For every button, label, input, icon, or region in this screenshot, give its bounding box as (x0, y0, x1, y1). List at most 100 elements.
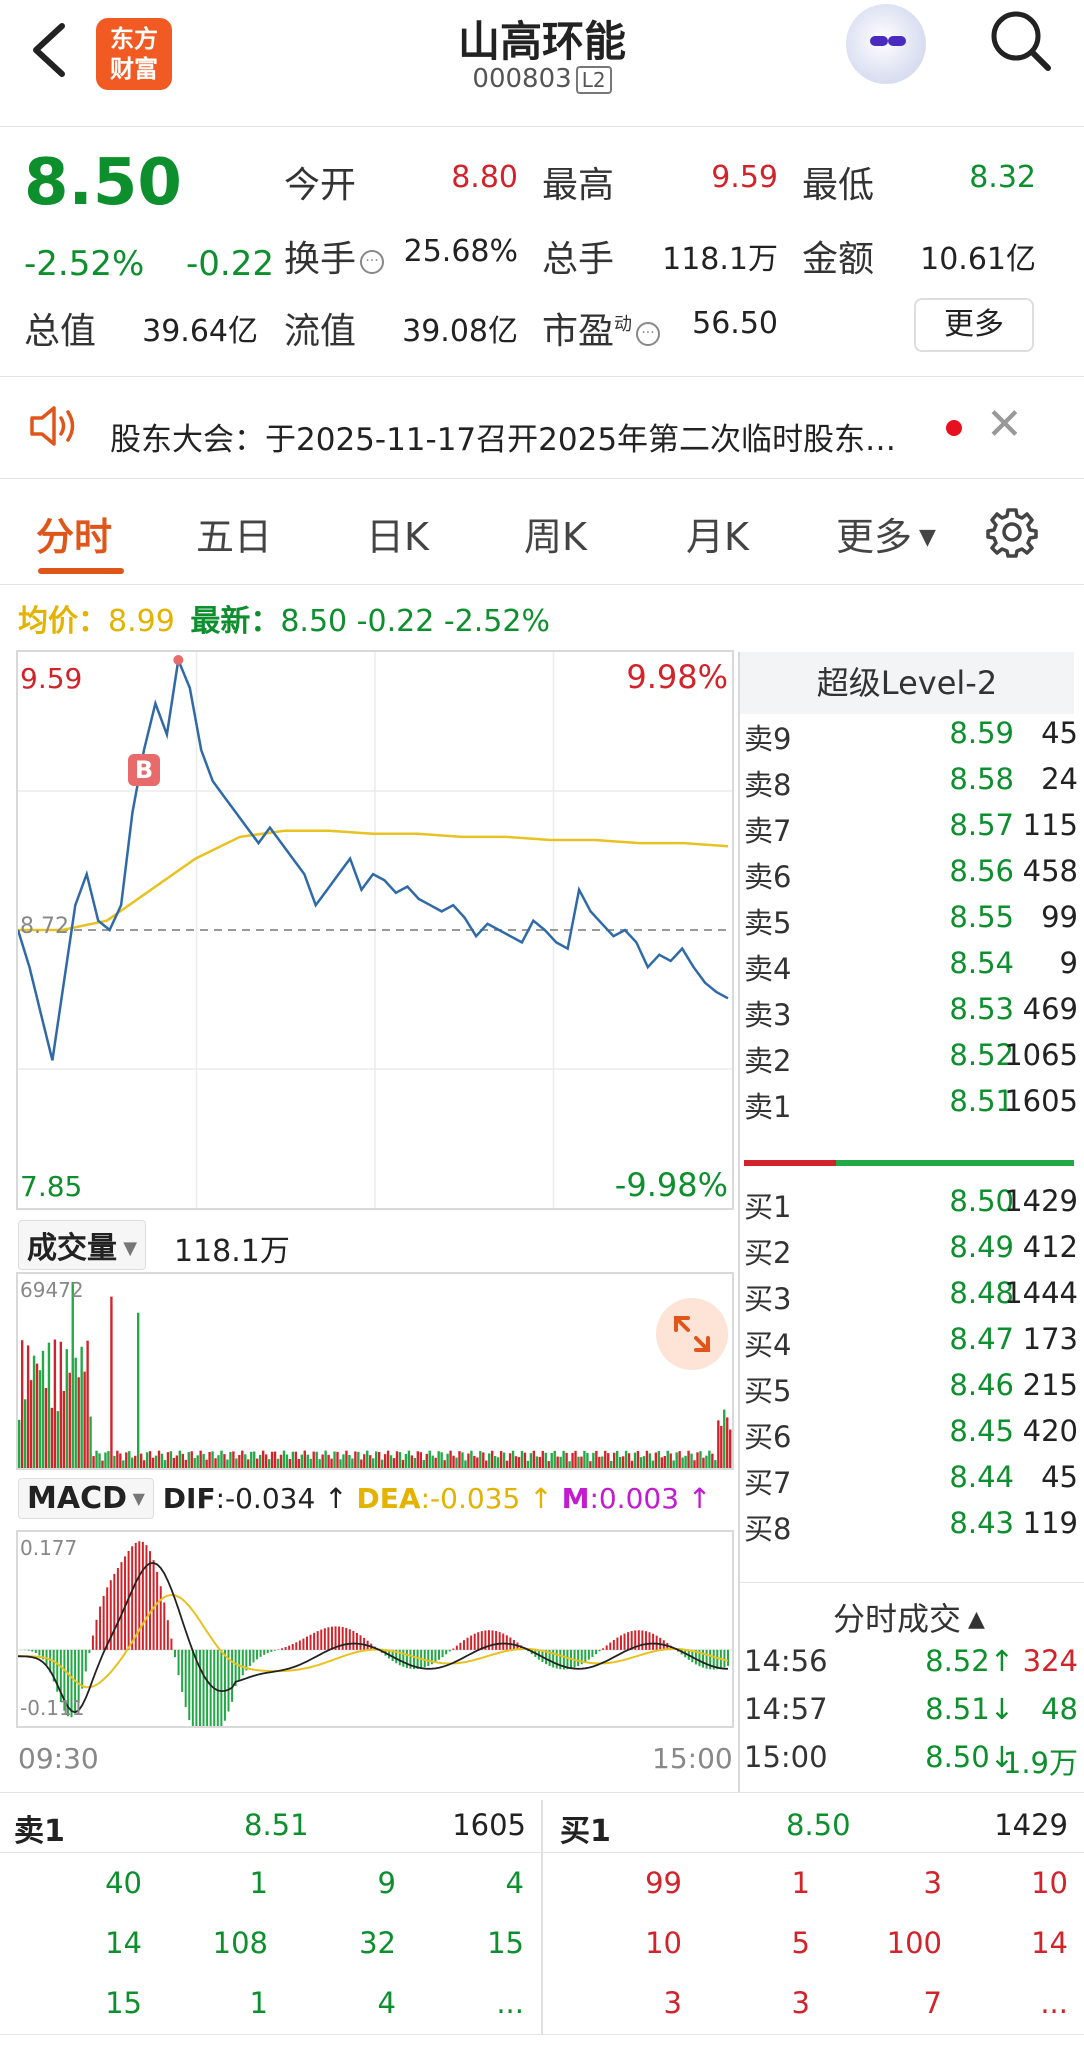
buy-marker[interactable]: B (128, 754, 160, 786)
ask-row[interactable]: 卖2 8.52 1065 (744, 1038, 1078, 1086)
volume-bar (324, 1450, 327, 1468)
macd-selector[interactable]: MACD ▼ (18, 1478, 154, 1519)
volume-bar (199, 1450, 202, 1468)
tab-five-day[interactable]: 五日 (196, 515, 273, 559)
queue-ask-order: 1 (249, 1866, 268, 1900)
volume-bar (276, 1458, 280, 1468)
robot-avatar-icon[interactable] (846, 4, 926, 84)
dif-value: :-0.034 (215, 1482, 316, 1515)
bid-row[interactable]: 买2 8.49 412 (744, 1230, 1078, 1278)
turnover-label[interactable]: 换手 ··· (284, 230, 385, 282)
chart-low-label: 7.85 (20, 1170, 83, 1203)
volume-bar (494, 1456, 497, 1468)
volume-bar (279, 1454, 283, 1468)
bid-volume: 173 (1022, 1322, 1078, 1356)
bid-price: 8.46 (949, 1368, 1014, 1402)
bid-row[interactable]: 买6 8.45 420 (744, 1414, 1078, 1462)
ask-row[interactable]: 卖7 8.57 115 (744, 808, 1078, 856)
time-start: 09:30 (18, 1742, 99, 1775)
tab-monthly-k[interactable]: 月K (686, 515, 749, 559)
volume-bar (145, 1452, 149, 1468)
volume-bar (208, 1452, 211, 1468)
bid-row[interactable]: 买1 8.50 1429 (744, 1184, 1078, 1232)
ask-row[interactable]: 卖8 8.58 24 (744, 762, 1078, 810)
bid-price: 8.45 (949, 1414, 1014, 1448)
bid-row[interactable]: 买3 8.48 1444 (744, 1276, 1078, 1324)
volume-bar (74, 1357, 77, 1468)
pe-label[interactable]: 市盈动 ··· (542, 302, 661, 354)
ask-row[interactable]: 卖1 8.51 1605 (744, 1084, 1078, 1132)
volume-chart[interactable]: 69472 (16, 1272, 734, 1470)
change-value: -0.22 (186, 244, 274, 284)
bid-price: 8.49 (949, 1230, 1014, 1264)
trades-title[interactable]: 分时成交 ▲ (744, 1594, 1074, 1640)
volume-bar (461, 1452, 464, 1468)
chart-up-limit: 9.98% (626, 658, 728, 696)
ask-row[interactable]: 卖5 8.55 99 (744, 900, 1078, 948)
volume-bar (107, 1451, 110, 1468)
back-button[interactable] (28, 20, 88, 80)
volume-bar (193, 1458, 196, 1468)
volume-bar (235, 1458, 238, 1468)
expand-button[interactable] (656, 1298, 728, 1370)
trade-row[interactable]: 15:00 8.50↓ 1.9万 (744, 1740, 1078, 1788)
notice-text[interactable]: 股东大会：于2025-11-17召开2025年第二次临时股东… (110, 422, 897, 458)
volume-bar (699, 1451, 702, 1468)
volume-bar (300, 1454, 303, 1468)
ask-volume: 99 (1041, 900, 1078, 934)
bid-row[interactable]: 买8 8.43 119 (744, 1506, 1078, 1554)
bid-level: 买4 (744, 1328, 792, 1362)
ask-row[interactable]: 卖4 8.54 9 (744, 946, 1078, 994)
volume-bar (520, 1450, 524, 1468)
volume-bar (425, 1453, 428, 1468)
ask-row[interactable]: 卖6 8.56 458 (744, 854, 1078, 902)
notice-close-button[interactable]: ✕ (986, 400, 1023, 450)
ask-row[interactable]: 卖9 8.59 45 (744, 716, 1078, 764)
macd-selector-label: MACD (27, 1481, 127, 1516)
volume-bar (404, 1453, 408, 1468)
queue-ask-order: 14 (105, 1926, 142, 1960)
volume-bar (321, 1454, 324, 1468)
search-button[interactable] (986, 6, 1056, 76)
queue-bid-label: 买1 (560, 1814, 611, 1849)
tab-intraday[interactable]: 分时 (36, 515, 113, 559)
tab-daily-k[interactable]: 日K (366, 515, 429, 559)
volume-bar (565, 1452, 568, 1468)
volume-bar (196, 1455, 199, 1468)
tab-weekly-k[interactable]: 周K (524, 515, 587, 559)
intraday-chart[interactable]: 9.59 7.85 9.98% -9.98% 8.72 B (16, 650, 734, 1210)
volume-bar (291, 1451, 295, 1468)
ask-level: 卖2 (744, 1044, 792, 1078)
bid-ask-ratio-green (836, 1160, 1074, 1166)
ask-row[interactable]: 卖3 8.53 469 (744, 992, 1078, 1040)
volume-bar (229, 1451, 232, 1468)
volume-bar (657, 1451, 660, 1468)
order-book-title[interactable]: 超级Level-2 (740, 652, 1074, 714)
volume-bar (241, 1450, 244, 1468)
settings-button[interactable] (986, 506, 1038, 562)
trade-row[interactable]: 14:56 8.52↑ 324 (744, 1644, 1078, 1692)
volume-bar (476, 1457, 479, 1468)
close-icon: ✕ (986, 399, 1023, 450)
volume-bar (437, 1451, 440, 1468)
macd-chart[interactable]: 0.177 -0.111 (16, 1530, 734, 1728)
tab-more[interactable]: 更多 ▼ (836, 506, 936, 561)
volume-bar (125, 1452, 128, 1468)
bid-row[interactable]: 买7 8.44 45 (744, 1460, 1078, 1508)
bid-row[interactable]: 买5 8.46 215 (744, 1368, 1078, 1416)
active-tab-indicator (38, 568, 124, 574)
volume-bar (71, 1282, 74, 1468)
mcap-label: 总值 (24, 311, 97, 352)
bid-level: 买2 (744, 1236, 792, 1270)
volume-bar (660, 1457, 663, 1468)
bid-row[interactable]: 买4 8.47 173 (744, 1322, 1078, 1370)
volume-bar (553, 1450, 556, 1468)
volume-bar (610, 1460, 613, 1468)
volume-selector[interactable]: 成交量 ▼ (18, 1220, 147, 1270)
more-fields-button[interactable]: 更多 (914, 298, 1034, 352)
volume-bar (220, 1450, 223, 1468)
stock-name: 山高环能 (457, 17, 626, 66)
trade-row[interactable]: 14:57 8.51↓ 48 (744, 1692, 1078, 1740)
volume-bar (413, 1457, 417, 1468)
ask-volume: 9 (1059, 946, 1078, 980)
